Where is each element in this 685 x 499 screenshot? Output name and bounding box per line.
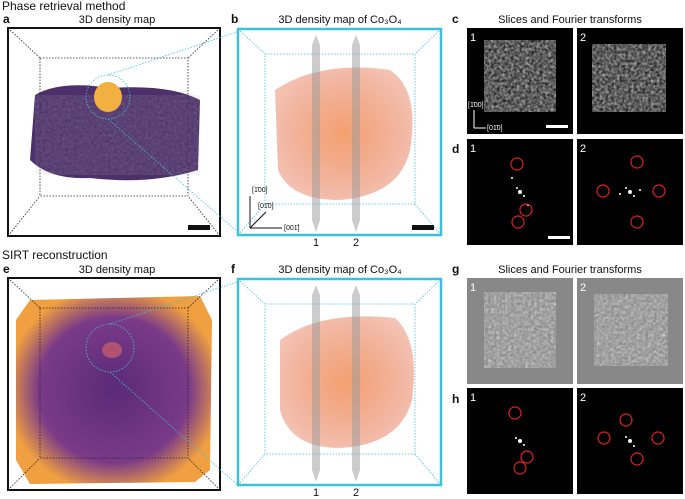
panel-letter: c — [452, 12, 459, 26]
zoom-line — [107, 30, 241, 76]
panel-c — [467, 28, 683, 134]
slice-label: 2 — [580, 392, 586, 404]
panel-title: 3D density map — [79, 14, 155, 26]
panel-title: Slices and Fourier transforms — [498, 264, 642, 276]
slice-label: 2 — [353, 237, 359, 249]
zoom-line — [107, 118, 241, 235]
slice-label: 1 — [470, 282, 476, 294]
panel-title: 3D density map of Co₃O₄ — [278, 264, 402, 276]
panel-letter: h — [452, 392, 459, 406]
slice-label: 1 — [470, 392, 476, 404]
panel-title: Slices and Fourier transforms — [498, 14, 642, 26]
slice-label: 2 — [580, 282, 586, 294]
slice-label: 1 — [470, 32, 476, 44]
slice-label: 2 — [580, 143, 586, 155]
panel-f — [236, 277, 443, 487]
panel-h — [467, 388, 683, 494]
panel-title: 3D density map — [79, 264, 155, 276]
zoom-line — [109, 280, 241, 325]
axis-label: [1̄00] — [468, 102, 484, 109]
panel-e — [7, 277, 221, 491]
panel-title: 3D density map of Co₃O₄ — [278, 14, 402, 26]
axis-label: [001̄] — [284, 225, 300, 232]
zoom-line — [109, 371, 241, 488]
axis-label: [01̄0] — [258, 203, 274, 210]
axis-label: [1̄00] — [252, 187, 268, 194]
slice-label: 1 — [313, 237, 319, 249]
panel-letter: a — [3, 12, 10, 26]
axis-label: [01̄0] — [487, 125, 503, 132]
slice-label: 1 — [470, 143, 476, 155]
slice-label: 1 — [313, 487, 319, 499]
panel-a — [7, 27, 221, 237]
panel-letter: e — [3, 262, 10, 276]
panel-letter: b — [231, 12, 238, 26]
panel-g — [467, 278, 683, 384]
panel-d — [467, 139, 683, 245]
section-title: Phase retrieval method — [2, 0, 125, 13]
panel-letter: d — [452, 142, 459, 156]
panel-letter: g — [452, 262, 459, 276]
slice-label: 2 — [580, 32, 586, 44]
panel-letter: f — [231, 262, 236, 276]
section-title: SIRT reconstruction — [2, 248, 108, 262]
slice-label: 2 — [353, 487, 359, 499]
panel-b — [236, 27, 443, 237]
